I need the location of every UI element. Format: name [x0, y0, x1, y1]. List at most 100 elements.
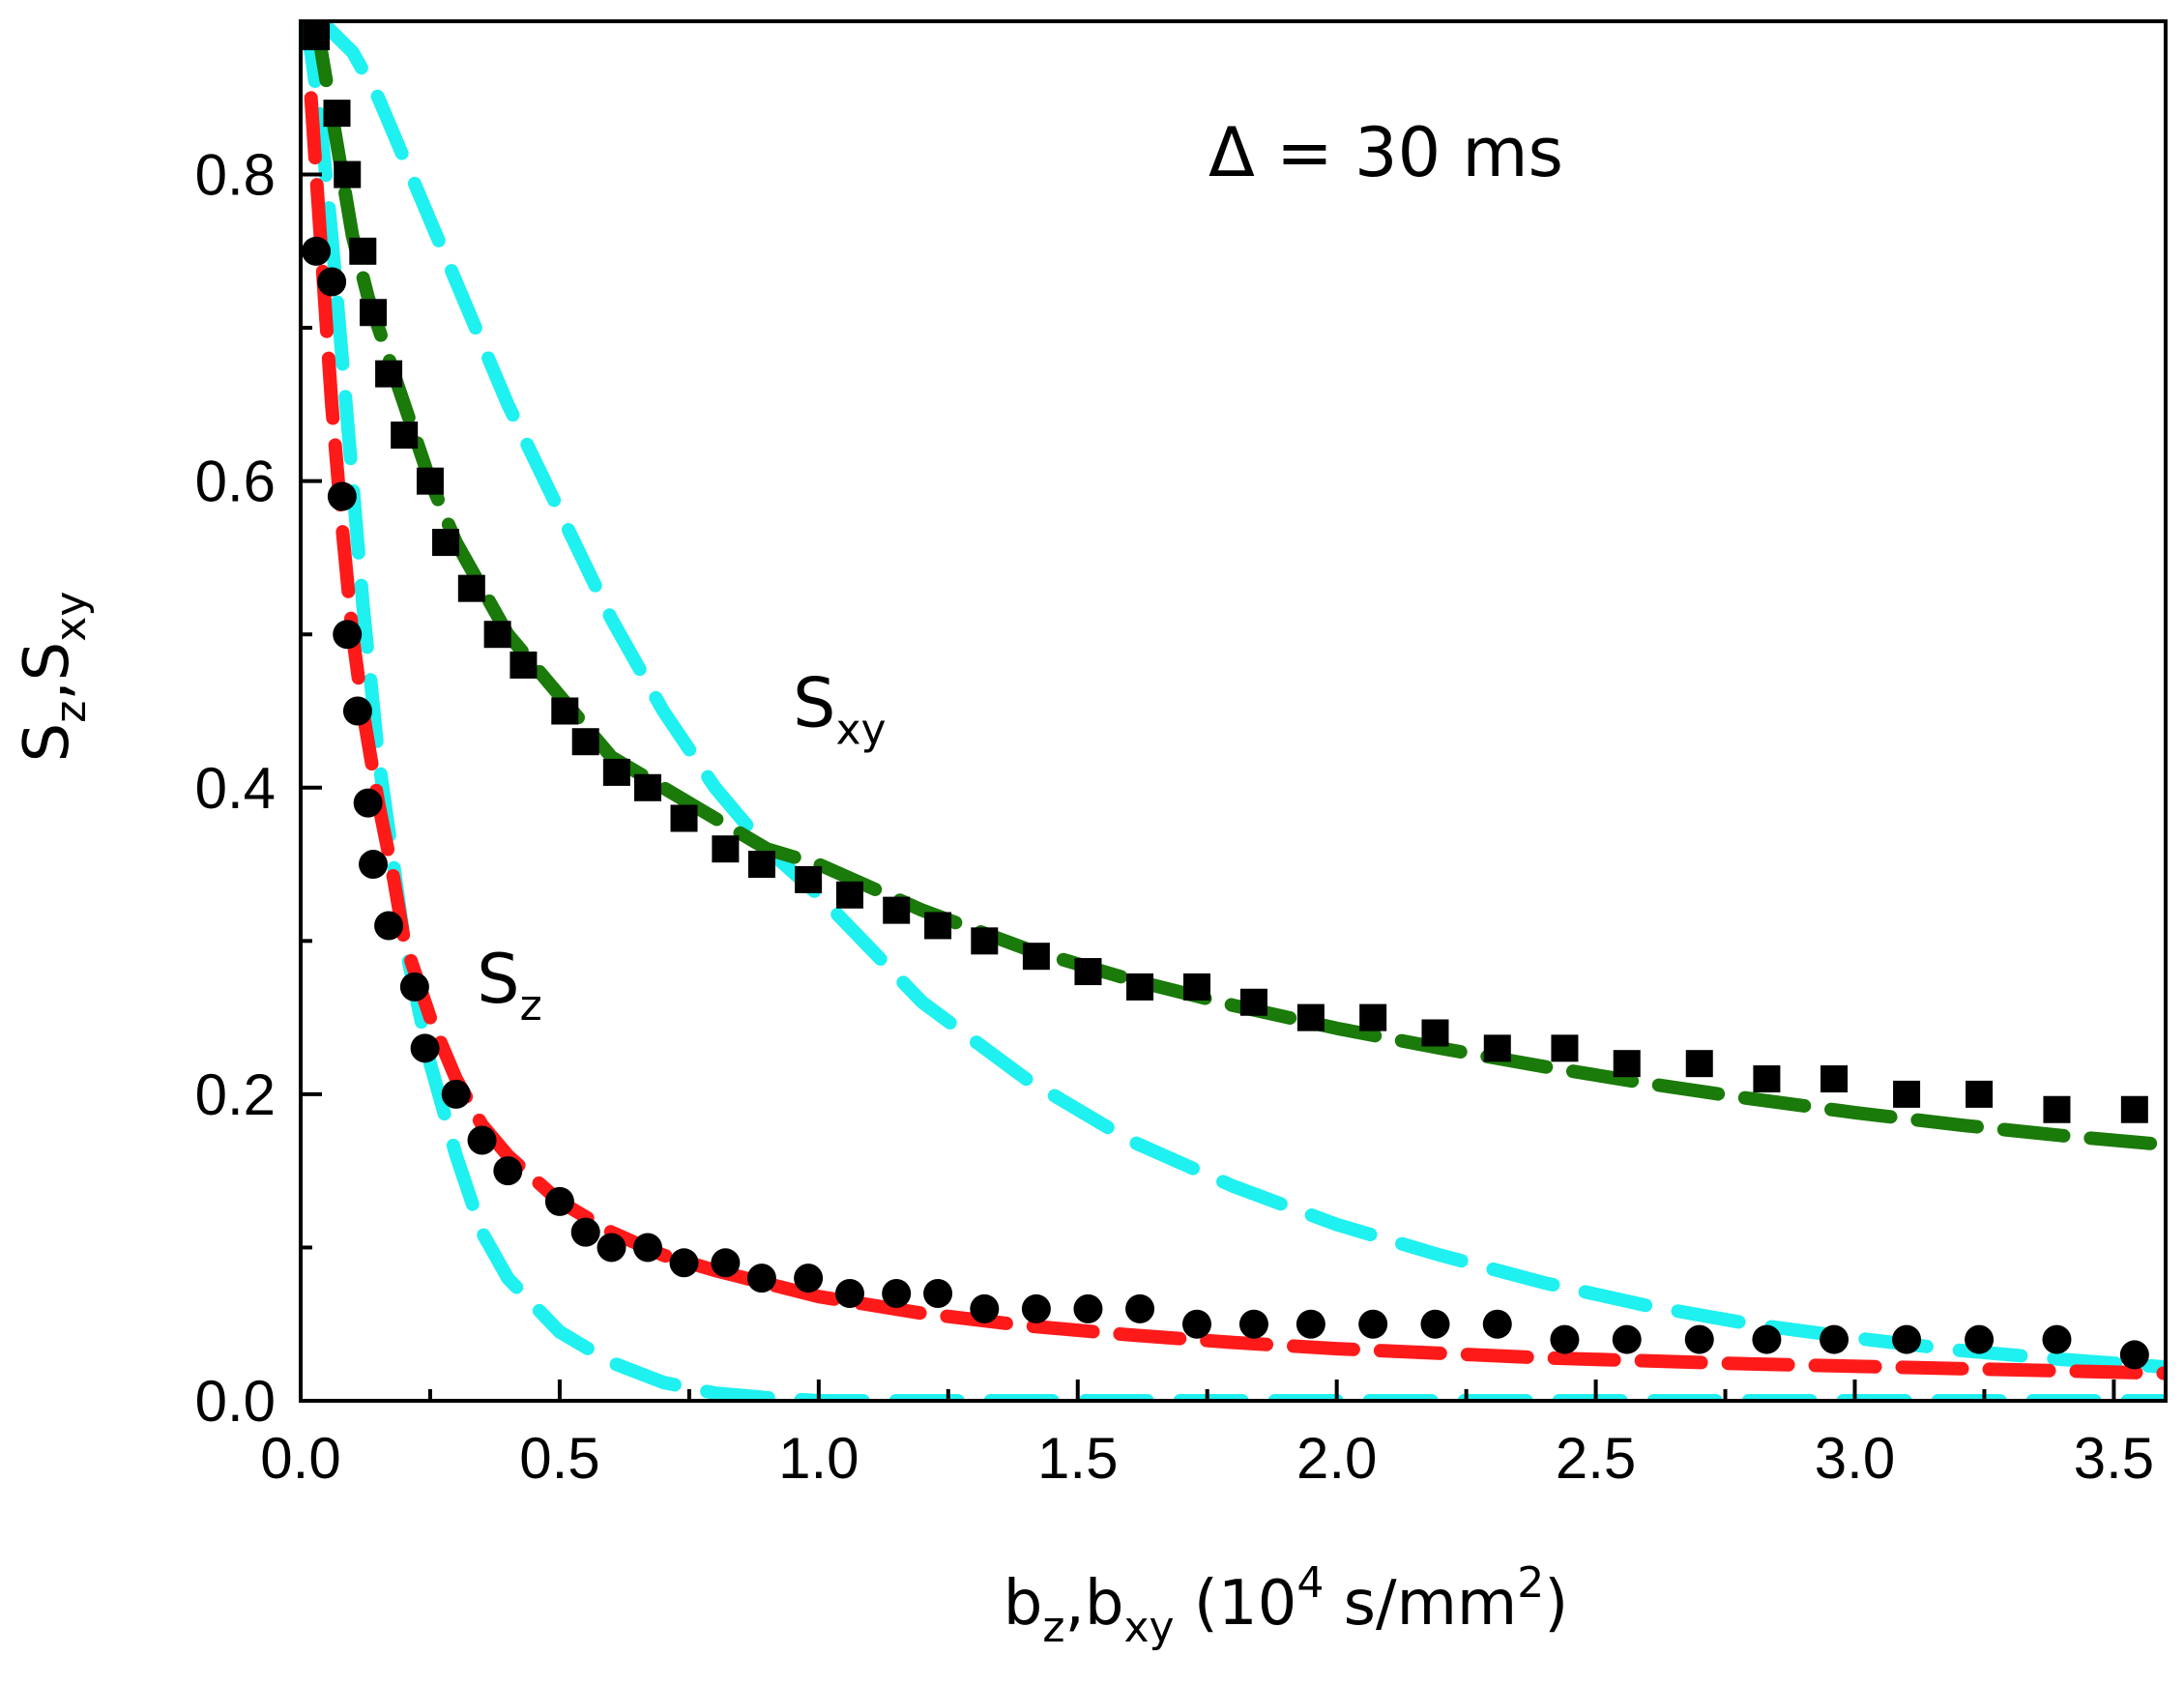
- y-tick-label: 0.6: [195, 450, 276, 514]
- annotation-delta: Δ = 30 ms: [1208, 113, 1563, 192]
- data-point-circle: [669, 1248, 699, 1278]
- data-point-circle: [1181, 1309, 1211, 1339]
- data-point-circle: [467, 1125, 497, 1155]
- data-point-circle: [1965, 1324, 1995, 1354]
- data-point-circle: [597, 1233, 626, 1263]
- line-sxy-model: [314, 21, 2166, 1375]
- data-point-square: [1359, 1003, 1387, 1031]
- points-sz-data: [302, 236, 2149, 1370]
- data-point-square: [670, 804, 698, 832]
- data-point-square: [2120, 1095, 2148, 1123]
- ticks-layer: 0.0 0.5 1.0 1.5 2.0 2.5 3.0 3.5 0.0 0.2 0.4 0.6 0.8: [195, 143, 2155, 1491]
- data-point-circle: [1752, 1324, 1782, 1354]
- y-tick-label: 0.2: [195, 1062, 276, 1127]
- data-point-square: [1182, 973, 1210, 1001]
- data-point-square: [634, 773, 662, 801]
- x-axis-title: bz,bxy (104 s/mm2): [1004, 1558, 1568, 1652]
- data-point-circle: [794, 1264, 824, 1293]
- data-point-square: [571, 728, 599, 756]
- data-point-circle: [374, 911, 404, 941]
- data-point-square: [457, 574, 485, 602]
- data-point-circle: [633, 1233, 663, 1263]
- data-point-circle: [923, 1279, 953, 1309]
- data-point-square: [712, 835, 740, 863]
- data-point-circle: [1296, 1309, 1325, 1339]
- x-tick-label: 0.5: [519, 1426, 599, 1491]
- data-point-circle: [711, 1248, 741, 1278]
- data-point-circle: [302, 236, 332, 266]
- data-point-square: [1613, 1050, 1641, 1078]
- data-point-square: [1753, 1065, 1781, 1093]
- data-point-circle: [1021, 1293, 1051, 1323]
- data-point-circle: [327, 481, 357, 511]
- data-point-circle: [333, 620, 363, 650]
- data-point-circle: [1073, 1293, 1103, 1323]
- data-point-square: [1239, 988, 1267, 1016]
- x-tick-label: 3.0: [1815, 1426, 1895, 1491]
- data-point-square: [971, 927, 999, 955]
- data-point-square: [1893, 1080, 1921, 1108]
- data-point-square: [1966, 1080, 1994, 1108]
- data-point-square: [1074, 958, 1102, 986]
- data-point-square: [1296, 1003, 1325, 1031]
- data-point-square: [510, 651, 538, 679]
- x-tick-label: 1.5: [1037, 1426, 1118, 1491]
- data-point-square: [360, 299, 388, 327]
- x-tick-label: 3.5: [2074, 1426, 2154, 1491]
- data-point-circle: [1612, 1324, 1642, 1354]
- data-point-square: [1551, 1034, 1579, 1062]
- data-point-square: [303, 22, 331, 50]
- data-point-square: [391, 421, 419, 450]
- line-sz-model: [301, 21, 2166, 1401]
- data-point-circle: [1125, 1293, 1155, 1323]
- data-point-circle: [970, 1293, 1000, 1323]
- data-point-circle: [1358, 1309, 1388, 1339]
- data-point-circle: [359, 850, 389, 880]
- data-point-circle: [410, 1033, 440, 1063]
- data-point-circle: [317, 267, 347, 297]
- data-point-circle: [746, 1264, 776, 1293]
- data-point-circle: [570, 1217, 600, 1247]
- plot-frame: [299, 19, 2168, 1403]
- data-point-square: [1820, 1065, 1849, 1093]
- data-point-circle: [2119, 1340, 2149, 1370]
- data-point-square: [1126, 973, 1154, 1001]
- data-point-square: [416, 467, 444, 495]
- data-point-square: [432, 529, 460, 557]
- data-point-square: [602, 758, 630, 786]
- x-tick-label: 2.5: [1556, 1426, 1636, 1491]
- data-point-square: [924, 912, 952, 940]
- data-point-circle: [834, 1279, 864, 1309]
- data-point-circle: [2042, 1324, 2072, 1354]
- points-sxy-data: [303, 22, 2148, 1123]
- data-point-square: [883, 896, 911, 924]
- series-layer: [301, 21, 2166, 1401]
- data-point-circle: [441, 1079, 471, 1109]
- data-point-circle: [1684, 1324, 1714, 1354]
- y-tick-label: 0.8: [195, 143, 276, 208]
- data-point-circle: [342, 696, 372, 726]
- curve-labels: Sxy Sz: [477, 664, 886, 1031]
- data-point-square: [483, 621, 511, 649]
- x-tick-label: 2.0: [1296, 1426, 1377, 1491]
- data-point-square: [323, 100, 351, 128]
- data-point-circle: [353, 788, 383, 818]
- data-point-square: [1022, 943, 1050, 971]
- y-tick-label: 0.4: [195, 756, 276, 821]
- x-tick-label: 0.0: [260, 1426, 340, 1491]
- data-point-circle: [1420, 1309, 1450, 1339]
- data-point-circle: [1550, 1324, 1580, 1354]
- data-point-square: [747, 851, 775, 879]
- data-point-circle: [1482, 1309, 1512, 1339]
- sz-label: Sz: [477, 940, 542, 1031]
- data-point-square: [2043, 1095, 2071, 1123]
- data-point-square: [375, 360, 403, 388]
- data-point-circle: [1892, 1324, 1922, 1354]
- data-point-square: [1685, 1050, 1713, 1078]
- data-point-square: [551, 697, 579, 725]
- y-axis-title: Sz,Sxy: [12, 592, 96, 763]
- data-point-square: [835, 881, 863, 909]
- x-tick-label: 1.0: [778, 1426, 859, 1491]
- data-point-circle: [882, 1279, 912, 1309]
